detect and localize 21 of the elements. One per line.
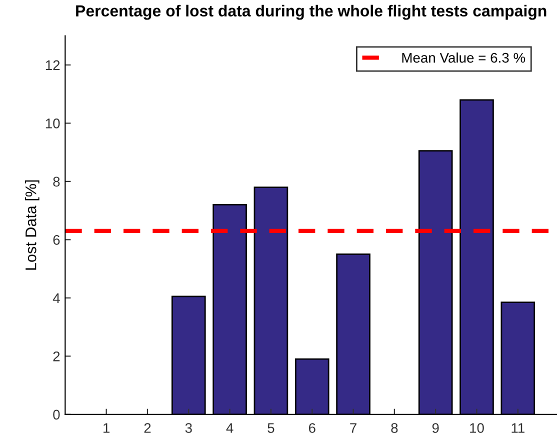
x-tick-label: 5 <box>268 423 274 433</box>
x-tick-label: 8 <box>391 423 398 433</box>
y-tick-label: 0 <box>53 410 60 420</box>
chart-title: Percentage of lost data during the whole flight tests campaign <box>76 4 546 20</box>
y-tick-label: 4 <box>52 293 60 303</box>
x-tick-label: 11 <box>512 423 524 433</box>
y-tick-label: 2 <box>53 351 60 362</box>
x-tick-label: 7 <box>350 423 356 433</box>
y-tick-label: 6 <box>53 235 60 245</box>
x-tick-label: 3 <box>185 423 192 433</box>
y-axis-title: Lost Data [%] <box>25 180 40 270</box>
x-tick-label: 4 <box>226 423 234 433</box>
y-tick-label: 8 <box>53 176 60 187</box>
x-tick-label: 9 <box>432 423 439 433</box>
y-tick-label: 12 <box>46 60 60 70</box>
x-tick-label: 6 <box>308 423 316 433</box>
x-tick-label: 2 <box>144 423 151 433</box>
x-tick-label: 10 <box>470 423 484 433</box>
x-tick-label: 1 <box>104 423 110 433</box>
y-tick-label: 10 <box>46 118 60 128</box>
legend-label: Mean Value = 6.3 % <box>402 52 526 63</box>
